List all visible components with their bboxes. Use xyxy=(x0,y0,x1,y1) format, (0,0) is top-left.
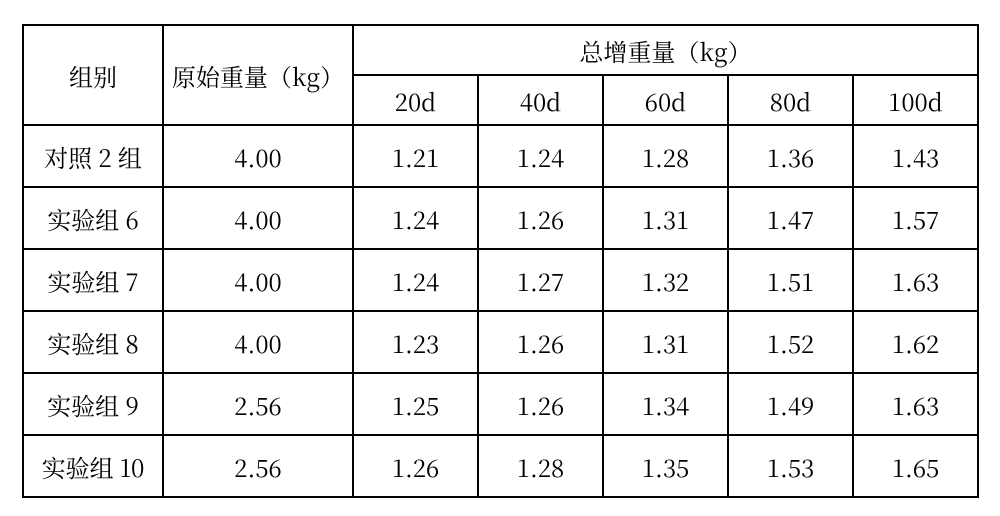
cell-d100: 1.62 xyxy=(853,311,978,373)
cell-group: 实验组 8 xyxy=(23,311,163,373)
cell-d80: 1.36 xyxy=(728,125,853,187)
header-initial-weight: 原始重量（kg） xyxy=(163,25,353,125)
cell-d80: 1.53 xyxy=(728,435,853,497)
cell-initial: 2.56 xyxy=(163,435,353,497)
table-row: 实验组 9 2.56 1.25 1.26 1.34 1.49 1.63 xyxy=(23,373,978,435)
cell-d40: 1.26 xyxy=(478,187,603,249)
cell-group: 实验组 7 xyxy=(23,249,163,311)
cell-group: 实验组 6 xyxy=(23,187,163,249)
table-row: 实验组 8 4.00 1.23 1.26 1.31 1.52 1.62 xyxy=(23,311,978,373)
cell-d20: 1.24 xyxy=(353,187,478,249)
cell-group: 实验组 10 xyxy=(23,435,163,497)
table-row: 对照 2 组 4.00 1.21 1.24 1.28 1.36 1.43 xyxy=(23,125,978,187)
cell-d20: 1.24 xyxy=(353,249,478,311)
cell-initial: 4.00 xyxy=(163,125,353,187)
cell-d60: 1.34 xyxy=(603,373,728,435)
table-row: 实验组 10 2.56 1.26 1.28 1.35 1.53 1.65 xyxy=(23,435,978,497)
header-day-80d: 80d xyxy=(728,75,853,125)
cell-d80: 1.47 xyxy=(728,187,853,249)
cell-d40: 1.27 xyxy=(478,249,603,311)
header-day-40d: 40d xyxy=(478,75,603,125)
cell-d100: 1.63 xyxy=(853,373,978,435)
table-row: 实验组 7 4.00 1.24 1.27 1.32 1.51 1.63 xyxy=(23,249,978,311)
cell-d20: 1.25 xyxy=(353,373,478,435)
cell-d40: 1.28 xyxy=(478,435,603,497)
header-total-gain: 总增重量（kg） xyxy=(353,25,978,75)
cell-d80: 1.49 xyxy=(728,373,853,435)
cell-d80: 1.52 xyxy=(728,311,853,373)
cell-d40: 1.26 xyxy=(478,311,603,373)
cell-d20: 1.21 xyxy=(353,125,478,187)
cell-d100: 1.43 xyxy=(853,125,978,187)
header-day-100d: 100d xyxy=(853,75,978,125)
cell-initial: 4.00 xyxy=(163,311,353,373)
cell-d60: 1.31 xyxy=(603,187,728,249)
cell-d20: 1.26 xyxy=(353,435,478,497)
table-row: 实验组 6 4.00 1.24 1.26 1.31 1.47 1.57 xyxy=(23,187,978,249)
cell-initial: 2.56 xyxy=(163,373,353,435)
cell-d40: 1.24 xyxy=(478,125,603,187)
weight-gain-table: 组别 原始重量（kg） 总增重量（kg） 20d 40d 60d 80d 100… xyxy=(22,24,979,498)
cell-d60: 1.31 xyxy=(603,311,728,373)
cell-d60: 1.35 xyxy=(603,435,728,497)
cell-d80: 1.51 xyxy=(728,249,853,311)
cell-d100: 1.65 xyxy=(853,435,978,497)
cell-initial: 4.00 xyxy=(163,249,353,311)
cell-d100: 1.57 xyxy=(853,187,978,249)
cell-d20: 1.23 xyxy=(353,311,478,373)
cell-d100: 1.63 xyxy=(853,249,978,311)
header-group: 组别 xyxy=(23,25,163,125)
cell-group: 对照 2 组 xyxy=(23,125,163,187)
cell-d40: 1.26 xyxy=(478,373,603,435)
header-day-20d: 20d xyxy=(353,75,478,125)
cell-d60: 1.32 xyxy=(603,249,728,311)
header-day-60d: 60d xyxy=(603,75,728,125)
cell-initial: 4.00 xyxy=(163,187,353,249)
cell-d60: 1.28 xyxy=(603,125,728,187)
cell-group: 实验组 9 xyxy=(23,373,163,435)
